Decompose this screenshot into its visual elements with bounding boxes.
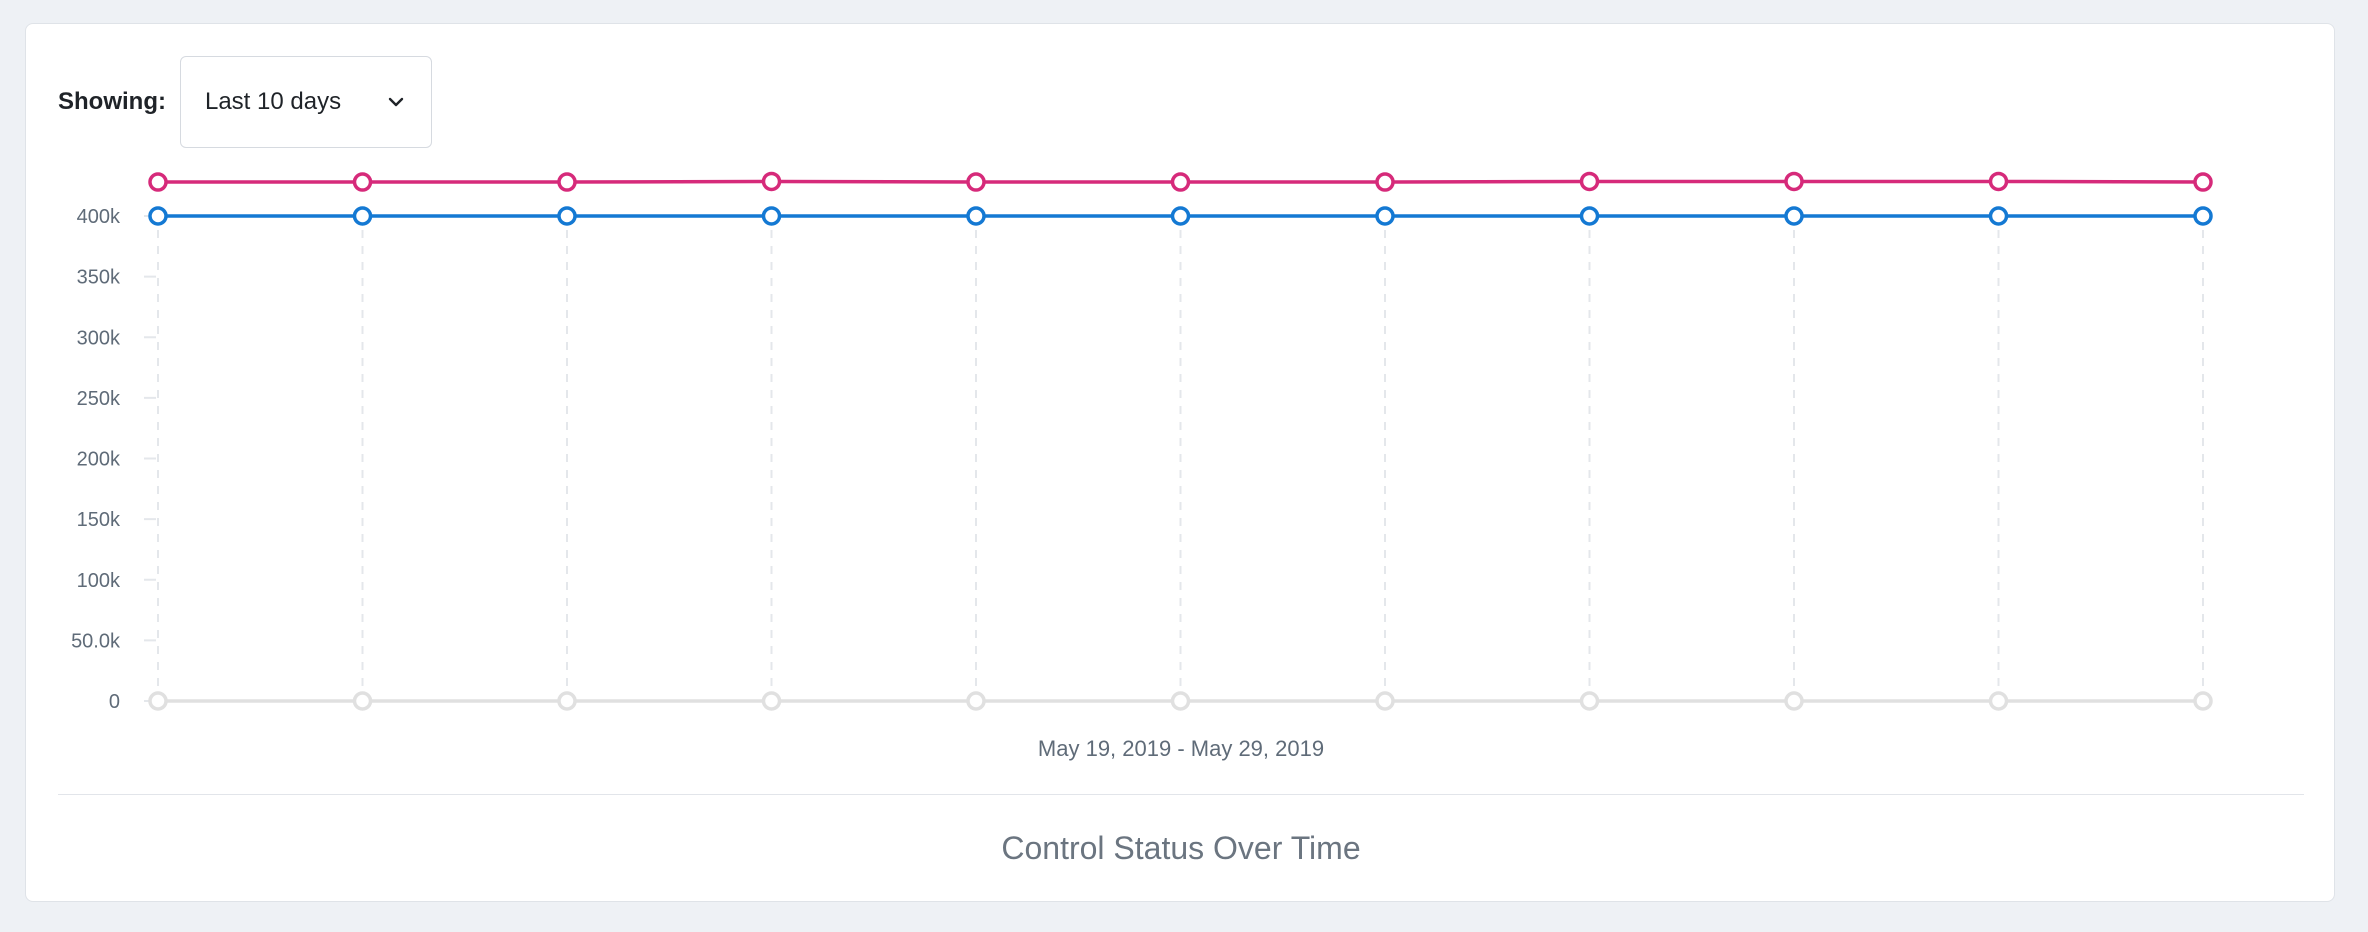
data-point xyxy=(761,691,782,711)
data-point xyxy=(966,172,986,192)
data-point xyxy=(1579,206,1600,226)
data-point xyxy=(1988,171,2009,192)
data-point xyxy=(1579,691,1600,711)
data-point xyxy=(148,206,168,226)
data-point xyxy=(1784,171,1804,192)
x-axis-label: May 19, 2019 - May 29, 2019 xyxy=(1037,736,1325,761)
data-point xyxy=(148,172,168,192)
line-chart: 0 50.0k 100k 150k 200k 250k 300k 350k 400k xyxy=(71,171,2213,713)
data-point xyxy=(1784,206,1804,226)
chevron-down-icon xyxy=(385,91,407,113)
divider xyxy=(58,794,2304,795)
y-tick-label: 250k xyxy=(77,388,121,410)
chart-title: Control Status Over Time xyxy=(1001,830,1361,866)
filter-label: Showing: xyxy=(58,88,166,115)
time-range-select-value: Last 10 days xyxy=(204,88,342,115)
data-point xyxy=(1579,171,1600,192)
data-point xyxy=(1784,691,1804,711)
data-point xyxy=(2193,691,2213,711)
time-range-select[interactable]: Last 10 days xyxy=(179,56,432,148)
y-tick-label: 200k xyxy=(77,449,121,471)
data-point xyxy=(1375,691,1395,711)
time-range-filter: Showing: Last 10 days xyxy=(58,56,432,148)
y-tick-label: 300k xyxy=(77,327,121,349)
y-tick-label: 400k xyxy=(77,206,121,228)
chart-card: Showing: Last 10 days 0 50.0k 100k 150k 200k… xyxy=(25,23,2335,902)
y-tick-label: 50.0k xyxy=(71,630,121,652)
data-point xyxy=(966,206,986,226)
data-point xyxy=(1170,206,1191,226)
data-point xyxy=(761,206,782,226)
y-tick-label: 0 xyxy=(109,691,120,713)
y-tick-label: 100k xyxy=(77,570,121,592)
data-point xyxy=(1375,172,1395,192)
data-point xyxy=(557,691,577,711)
data-point xyxy=(1988,206,2009,226)
data-point xyxy=(352,691,373,711)
data-point xyxy=(1988,691,2009,711)
data-point xyxy=(966,691,986,711)
data-point xyxy=(761,171,782,192)
data-point xyxy=(1170,691,1191,711)
data-point xyxy=(352,172,373,192)
data-point xyxy=(352,206,373,226)
data-point xyxy=(1375,206,1395,226)
data-point xyxy=(2193,206,2213,226)
data-point xyxy=(148,691,168,711)
data-point xyxy=(1170,172,1191,192)
data-point xyxy=(557,172,577,192)
data-point xyxy=(557,206,577,226)
y-tick-label: 150k xyxy=(77,509,121,531)
data-point xyxy=(2193,172,2213,192)
y-tick-label: 350k xyxy=(77,267,121,289)
